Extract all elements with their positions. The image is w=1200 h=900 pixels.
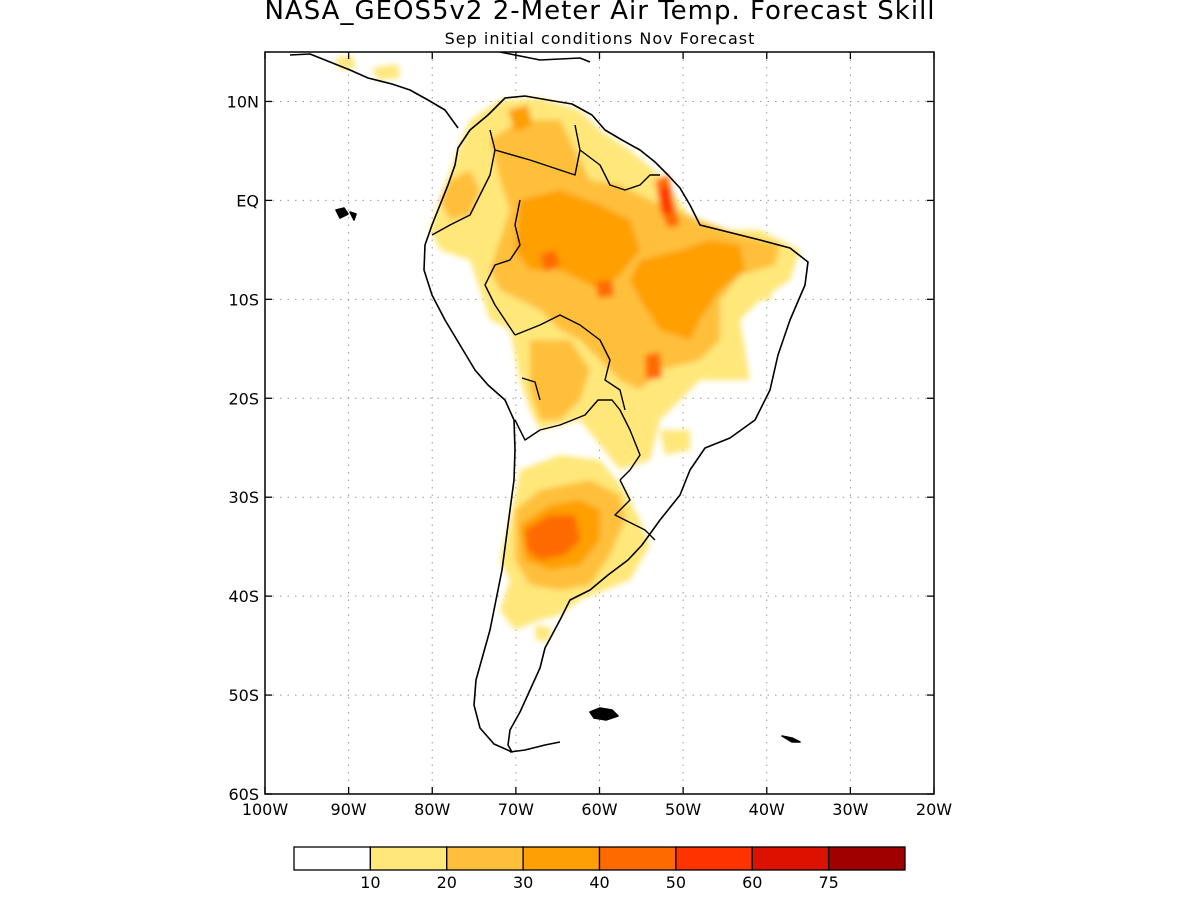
skill-region-30-40-brazil [630, 240, 745, 340]
lat-tick-label: 40S [228, 587, 259, 606]
map-title: NASA_GEOS5v2 2-Meter Air Temp. Forecast … [264, 0, 936, 26]
colorbar-swatch [675, 846, 753, 871]
colorbar-label: 60 [742, 873, 762, 892]
skill-region-10-20-brazil-coast [755, 290, 772, 300]
colorbar-label: 50 [666, 873, 686, 892]
map-subtitle: Sep initial conditions Nov Forecast [444, 29, 756, 48]
lon-tick-label: 20W [916, 800, 952, 819]
lat-tick-label: 30S [228, 488, 259, 507]
lon-tick-label: 80W [414, 800, 450, 819]
lon-tick-label: 40W [749, 800, 785, 819]
axis-tick-marks [264, 52, 935, 795]
colorbar: 10 20 30 40 50 60 75 [293, 846, 906, 892]
south-america-coastline [423, 95, 809, 753]
lat-tick-label: EQ [236, 191, 259, 210]
galapagos [335, 207, 357, 221]
skill-region-10-20-central-america [335, 55, 400, 80]
lat-tick-label: 10S [228, 290, 259, 309]
colorbar-label: 30 [513, 873, 533, 892]
skill-region-20-30-bolivia [530, 340, 590, 420]
lon-tick-label: 90W [331, 800, 367, 819]
skill-region-50-60-para [660, 186, 672, 214]
skill-region-10-20-small [660, 430, 690, 455]
colorbar-label: 10 [360, 873, 380, 892]
cuba-coastline [499, 52, 591, 63]
colorbar-swatch [446, 846, 524, 871]
colorbar-label: 75 [818, 873, 838, 892]
colorbar-swatch [369, 846, 448, 871]
latitude-tick-labels: 10N EQ 10S 20S 30S 40S 50S 60S [227, 92, 259, 804]
skill-region-20-30-northwest [440, 170, 480, 220]
lon-tick-label: 30W [832, 800, 868, 819]
country-borders [431, 124, 660, 541]
colorbar-label: 20 [437, 873, 457, 892]
longitude-tick-labels: 100W 90W 80W 70W 60W 50W 40W 30W 20W [242, 800, 952, 819]
lat-tick-label: 20S [228, 389, 259, 408]
skill-region-10-20-patagonia [535, 625, 552, 642]
lon-tick-label: 50W [665, 800, 701, 819]
falkland-islands [589, 707, 619, 721]
lat-tick-label: 10N [227, 92, 259, 111]
lon-tick-label: 100W [242, 800, 289, 819]
skill-region-40-50-amazon [540, 250, 662, 380]
lon-tick-label: 70W [498, 800, 534, 819]
colorbar-label: 40 [589, 873, 609, 892]
south-georgia [781, 735, 801, 743]
colorbar-swatch [522, 846, 601, 871]
skill-region-30-40-north [508, 105, 532, 132]
colorbar-swatch [827, 846, 906, 871]
colorbar-swatch [751, 846, 830, 871]
patagonia-coast [509, 741, 561, 753]
skill-region-40-50-pampas [525, 515, 580, 560]
colorbar-swatch [598, 846, 677, 871]
central-america-coastline [289, 53, 459, 129]
skill-shading [335, 55, 800, 642]
colorbar-swatch [293, 846, 372, 871]
lon-tick-label: 60W [581, 800, 617, 819]
coastlines [289, 52, 809, 753]
lat-tick-label: 50S [228, 686, 259, 705]
lat-tick-label: 60S [228, 785, 259, 804]
